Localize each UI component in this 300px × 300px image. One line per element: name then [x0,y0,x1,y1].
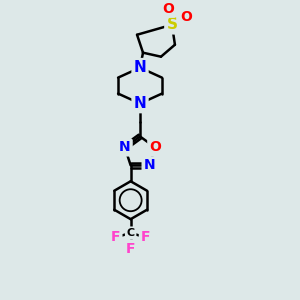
Text: C: C [127,228,135,238]
Text: O: O [162,2,174,16]
Text: O: O [180,10,192,24]
Text: S: S [167,17,177,32]
Text: F: F [126,242,135,256]
Text: N: N [134,96,146,111]
Text: N: N [144,158,155,172]
Text: N: N [119,140,131,154]
Text: F: F [141,230,150,244]
Text: N: N [134,60,146,75]
Text: O: O [149,140,161,154]
Text: F: F [111,230,120,244]
